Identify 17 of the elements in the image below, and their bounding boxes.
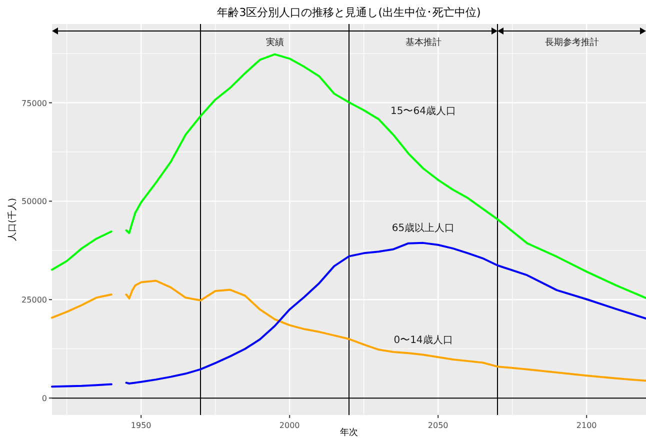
y-tick-label: 75000: [22, 98, 47, 108]
series-label: 15〜64歳人口: [390, 105, 456, 118]
y-tick-label: 0: [42, 394, 47, 404]
series-label: 0〜14歳人口: [394, 334, 453, 346]
annotation: 実績: [266, 37, 284, 48]
series-label: 65歳以上人口: [392, 222, 455, 234]
x-tick-label: 2100: [576, 421, 597, 430]
annotation: 基本推計: [405, 37, 442, 48]
y-tick-label: 50000: [22, 197, 47, 206]
y-axis-title: 人口(千人): [7, 198, 18, 242]
chart-title: 年齢3区分別人口の推移と見通し(出生中位･死亡中位): [217, 6, 481, 19]
x-tick-label: 1950: [130, 421, 152, 430]
x-tick-label: 2050: [428, 421, 448, 430]
y-tick-label: 25000: [22, 296, 47, 305]
annotation: 長期参考推計: [544, 37, 599, 48]
x-axis-title: 年次: [340, 427, 358, 438]
x-tick-label: 2000: [279, 421, 300, 430]
